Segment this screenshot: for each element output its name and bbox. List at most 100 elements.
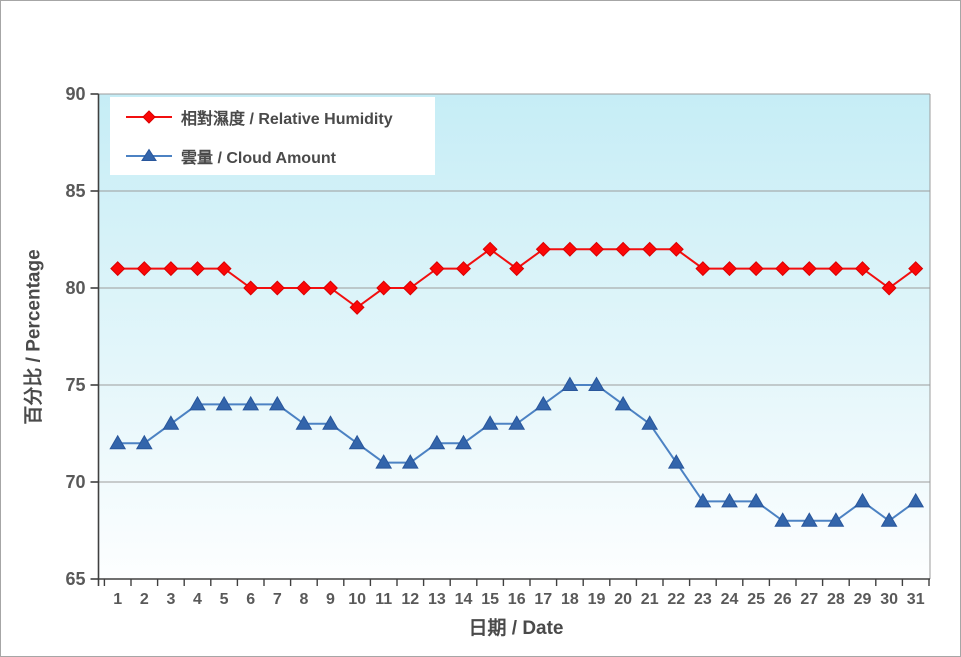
legend-marker <box>142 109 156 124</box>
data-point <box>162 415 180 430</box>
data-point <box>455 434 472 450</box>
data-point <box>109 434 127 450</box>
data-point <box>721 261 738 277</box>
data-point <box>322 280 339 296</box>
data-point <box>828 261 844 277</box>
data-point <box>482 241 498 257</box>
data-point <box>348 434 366 450</box>
data-point <box>269 280 285 296</box>
data-point <box>215 395 233 411</box>
y-axis-title: 百分比 / Percentage <box>23 249 45 425</box>
data-point <box>614 395 632 411</box>
x-tick-label: 12 <box>401 591 419 608</box>
data-point <box>402 280 418 296</box>
y-tick-label: 80 <box>65 278 85 298</box>
data-point <box>854 261 871 277</box>
data-point <box>775 261 791 277</box>
data-point <box>242 395 260 411</box>
data-point <box>854 492 871 508</box>
y-tick-label: 70 <box>65 472 85 492</box>
data-point <box>189 395 206 411</box>
y-tick-label: 90 <box>65 84 85 104</box>
legend-item-relative-humidity: 相對濕度 / Relative Humidity <box>110 97 435 136</box>
data-point <box>455 261 472 277</box>
data-point <box>588 241 605 257</box>
y-tick-label: 85 <box>65 181 85 201</box>
x-tick-label: 28 <box>827 591 845 608</box>
data-point <box>110 261 126 277</box>
data-point <box>774 512 792 527</box>
data-point <box>827 512 845 527</box>
x-tick-label: 18 <box>561 591 579 608</box>
data-point <box>375 454 393 469</box>
series-relative-humidity <box>110 241 924 315</box>
x-tick-label: 16 <box>508 591 526 608</box>
legend-label-relative-humidity: 相對濕度 / Relative Humidity <box>181 110 393 128</box>
data-point <box>907 492 925 508</box>
legend-item-cloud-amount: 雲量 / Cloud Amount <box>110 136 435 175</box>
x-tick-label: 31 <box>907 591 925 608</box>
data-point <box>163 261 179 277</box>
data-point <box>428 434 446 450</box>
data-point <box>748 261 764 277</box>
legend: 相對濕度 / Relative Humidity 雲量 / Cloud Amou… <box>110 97 435 175</box>
x-tick-label: 17 <box>534 591 552 608</box>
y-tick-label: 65 <box>65 569 85 589</box>
x-tick-label: 1 <box>113 591 122 608</box>
x-tick-label: 6 <box>246 591 255 608</box>
x-tick-label: 25 <box>747 591 765 608</box>
x-tick-label: 11 <box>375 591 392 608</box>
data-point <box>322 415 339 430</box>
x-tick-label: 20 <box>614 591 632 608</box>
series-cloud-amount <box>109 376 925 527</box>
data-point <box>800 512 818 527</box>
data-point <box>189 261 206 277</box>
data-point <box>588 376 605 391</box>
legend-label-cloud-amount: 雲量 / Cloud Amount <box>181 149 336 167</box>
x-tick-label: 2 <box>140 591 149 608</box>
cloud-amount-series-icon <box>126 148 172 161</box>
data-point <box>268 395 286 411</box>
data-point <box>401 454 419 469</box>
data-point <box>747 492 765 508</box>
data-point <box>296 280 312 296</box>
data-point <box>615 241 631 257</box>
x-tick-label: 3 <box>166 591 175 608</box>
x-tick-label: 29 <box>854 591 872 608</box>
data-point <box>667 454 685 469</box>
x-tick-label: 15 <box>481 591 499 608</box>
x-tick-label: 14 <box>455 591 473 608</box>
x-axis-title: 日期 / Date <box>468 618 564 639</box>
data-point <box>695 261 711 277</box>
data-point <box>642 241 658 257</box>
x-tick-label: 8 <box>299 591 308 608</box>
data-point <box>880 512 898 527</box>
relative-humidity-series-icon <box>126 109 172 124</box>
data-point <box>508 415 526 430</box>
x-tick-label: 4 <box>193 591 202 608</box>
data-point <box>881 280 897 296</box>
x-tick-label: 21 <box>641 591 659 608</box>
data-point <box>535 241 551 257</box>
data-point <box>429 261 445 277</box>
data-point <box>721 492 738 508</box>
data-point <box>641 415 659 430</box>
x-tick-label: 13 <box>428 591 446 608</box>
y-tick-label: 75 <box>65 375 85 395</box>
data-point <box>908 261 924 277</box>
data-point <box>349 299 365 315</box>
data-point <box>216 261 232 277</box>
data-point <box>376 280 392 296</box>
data-point <box>562 241 578 257</box>
x-tick-label: 5 <box>220 591 229 608</box>
x-tick-label: 22 <box>667 591 685 608</box>
data-point <box>694 492 712 508</box>
data-point <box>534 395 552 411</box>
data-point <box>509 261 525 277</box>
x-tick-label: 19 <box>588 591 606 608</box>
data-point <box>668 241 684 257</box>
x-tick-label: 26 <box>774 591 792 608</box>
data-point <box>295 415 313 430</box>
legend-marker <box>141 148 157 161</box>
